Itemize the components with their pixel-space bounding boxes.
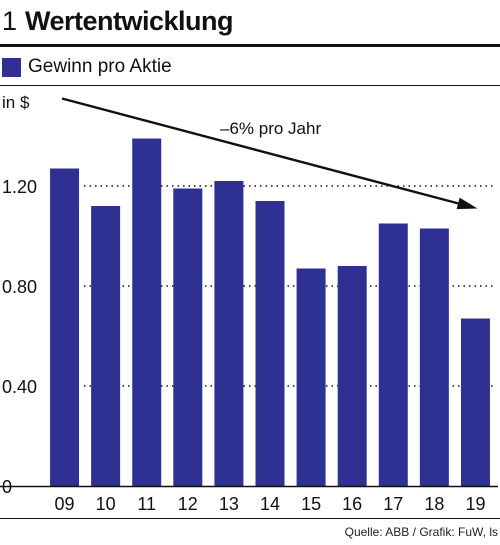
- x-tick-label: 10: [96, 494, 116, 514]
- chart-title: Wertentwicklung: [25, 6, 234, 36]
- bar: [50, 168, 80, 486]
- x-tick-label: 17: [383, 494, 403, 514]
- x-tick-label: 14: [260, 494, 280, 514]
- bar: [91, 206, 121, 486]
- y-tick-label: 0.40: [2, 377, 37, 397]
- bar: [173, 188, 203, 486]
- bar: [419, 228, 449, 486]
- legend-swatch: [2, 58, 21, 77]
- x-tick-label: 11: [137, 494, 156, 514]
- x-tick-label: 09: [55, 494, 75, 514]
- bar: [132, 138, 162, 486]
- legend-rule: [0, 85, 500, 86]
- x-tick-label: 13: [219, 494, 239, 514]
- trend-arrow-line: [61, 97, 459, 205]
- x-tick-label: 19: [465, 494, 485, 514]
- bar: [255, 201, 285, 486]
- trend-annotation: –6% pro Jahr: [220, 119, 321, 138]
- bar: [214, 181, 244, 486]
- source-note: Quelle: ABB / Grafik: FuW, ls: [344, 525, 498, 539]
- figure-number: 1: [2, 6, 18, 36]
- x-tick-label: 16: [342, 494, 362, 514]
- trend-arrow-head: [456, 197, 478, 210]
- x-tick-label: 12: [178, 494, 198, 514]
- bar: [378, 223, 408, 486]
- y-tick-label: 1.20: [2, 177, 37, 197]
- bar: [337, 266, 367, 486]
- header-rule: [0, 44, 500, 47]
- bar: [296, 268, 326, 486]
- x-tick-label: 15: [301, 494, 321, 514]
- y-axis-unit: in $: [2, 93, 30, 112]
- legend-label: Gewinn pro Aktie: [28, 56, 172, 77]
- x-tick-label: 18: [424, 494, 444, 514]
- bar: [460, 318, 490, 486]
- figure-header: 1 Wertentwicklung: [0, 0, 500, 48]
- y-tick-label: 0.80: [2, 277, 37, 297]
